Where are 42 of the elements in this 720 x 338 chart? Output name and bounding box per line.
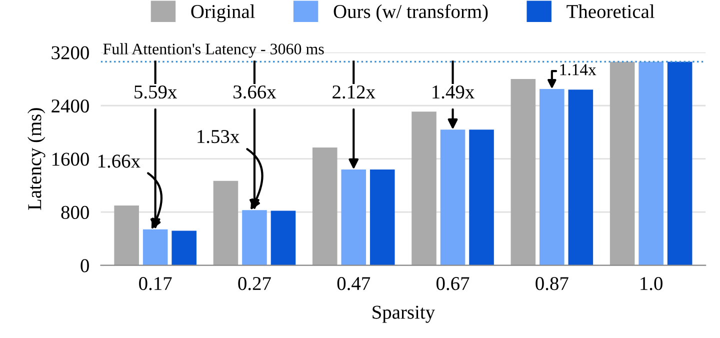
x-tick-label: 0.47 <box>337 277 370 290</box>
bar <box>370 170 395 266</box>
ref-line-label: Full Attention's Latency - 3060 ms <box>103 43 324 58</box>
y-tick-label: 2400 <box>52 99 89 113</box>
bar <box>213 180 238 266</box>
bar <box>242 210 267 266</box>
bar <box>270 210 296 266</box>
bar <box>510 79 536 266</box>
annotation: 1.49x <box>432 85 474 99</box>
annotation: 1.53x <box>198 130 240 144</box>
bar <box>312 148 338 266</box>
bar <box>469 130 494 266</box>
bar <box>610 62 635 266</box>
bar <box>341 170 366 266</box>
x-tick-label: 0.27 <box>238 277 271 290</box>
x-tick-label: 1.0 <box>640 277 662 290</box>
annotation: 1.14x <box>560 64 596 76</box>
annotation: 1.66x <box>98 154 140 168</box>
legend-label: Ours (w/ transform) <box>334 4 488 22</box>
y-tick-label: 800 <box>61 206 89 220</box>
legend-label: Original <box>191 4 255 22</box>
x-tick-label: 0.17 <box>139 277 172 290</box>
x-axis-title: Sparsity <box>372 306 435 323</box>
y-tick-label: 1600 <box>52 152 89 166</box>
bar <box>142 229 168 266</box>
bar <box>114 205 139 266</box>
x-tick-label: 0.67 <box>436 277 470 290</box>
bar <box>540 88 564 266</box>
bar <box>172 230 196 266</box>
bar <box>440 130 466 266</box>
bar <box>638 62 664 266</box>
bar <box>568 90 594 266</box>
legend-label: Theoretical <box>566 4 654 18</box>
bar <box>412 112 436 266</box>
annotation: 5.59x <box>134 85 177 99</box>
y-tick-label: 0 <box>80 259 89 272</box>
annotation: 2.12x <box>332 85 376 99</box>
y-tick-label: 3200 <box>52 46 89 60</box>
y-axis-title: Latency (ms) <box>28 108 46 210</box>
annotation: 3.66x <box>234 85 276 99</box>
bar <box>667 62 692 266</box>
x-tick-label: 0.87 <box>536 277 568 290</box>
